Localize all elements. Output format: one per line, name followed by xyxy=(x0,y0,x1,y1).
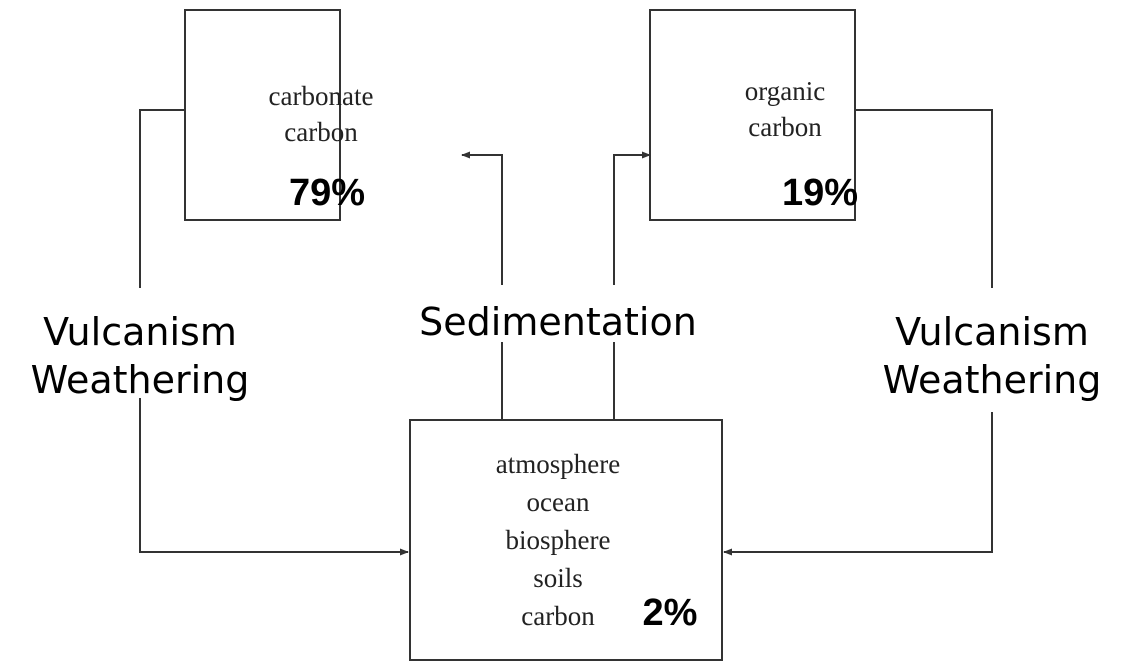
atmosphere-box xyxy=(409,419,723,661)
connector xyxy=(855,109,993,288)
node-label: soils xyxy=(533,563,583,593)
node-share: 79% xyxy=(289,172,365,214)
arrow xyxy=(613,151,651,285)
process-label: Weathering xyxy=(883,358,1102,402)
node-label: ocean xyxy=(527,487,590,517)
arrow xyxy=(461,151,503,285)
node-label: carbon xyxy=(748,112,822,142)
node-share: 2% xyxy=(643,592,698,634)
node-share: 19% xyxy=(782,172,858,214)
connector xyxy=(139,109,185,288)
node-label: carbon xyxy=(284,117,358,147)
arrow xyxy=(139,398,409,556)
node-label: organic xyxy=(745,76,825,106)
node-label: carbonate xyxy=(269,81,374,111)
process-label: Weathering xyxy=(31,358,250,402)
arrow xyxy=(723,412,993,556)
process-label: Vulcanism xyxy=(895,310,1089,354)
carbonate-box xyxy=(184,9,341,221)
node-label: atmosphere xyxy=(496,449,620,479)
node-label: carbon xyxy=(521,601,595,631)
process-label: Sedimentation xyxy=(419,300,697,344)
node-label: biosphere xyxy=(506,525,611,555)
process-label: Vulcanism xyxy=(43,310,237,354)
organic-box xyxy=(649,9,856,221)
